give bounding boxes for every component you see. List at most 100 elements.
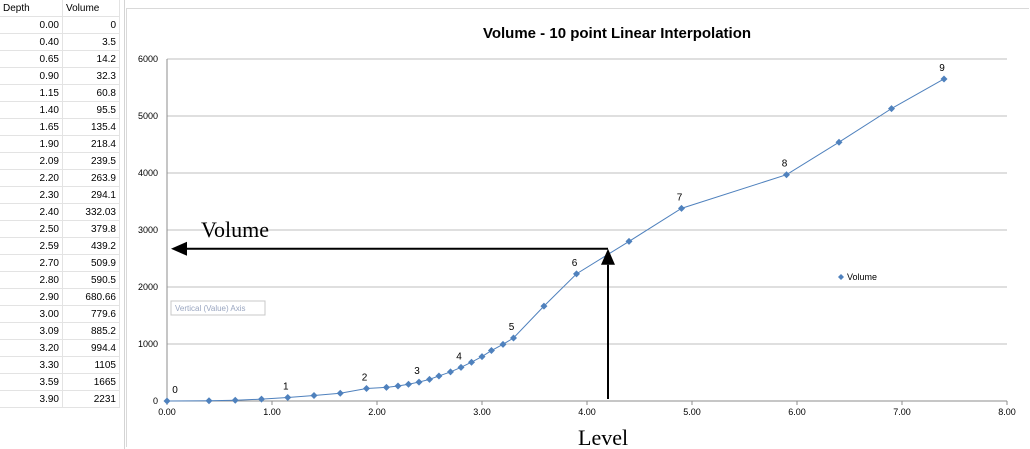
volume-cell[interactable]: 218.4 [62, 135, 120, 153]
volume-cell[interactable]: 294.1 [62, 186, 120, 204]
data-point[interactable] [468, 358, 475, 366]
volume-cell[interactable]: 32.3 [62, 67, 120, 85]
depth-cell[interactable]: 3.59 [0, 373, 63, 391]
volume-cell[interactable]: 14.2 [62, 50, 120, 68]
data-point[interactable] [888, 105, 895, 113]
depth-cell[interactable]: 0.90 [0, 67, 63, 85]
depth-cell[interactable]: 2.59 [0, 237, 63, 255]
column-header-volume[interactable]: Volume [62, 0, 120, 17]
point-label: 9 [939, 63, 945, 74]
volume-cell[interactable]: 680.66 [62, 288, 120, 306]
volume-cell[interactable]: 439.2 [62, 237, 120, 255]
data-point[interactable] [405, 380, 412, 388]
volume-cell[interactable]: 332.03 [62, 203, 120, 221]
data-point[interactable] [284, 394, 292, 402]
depth-cell[interactable]: 2.90 [0, 288, 63, 306]
depth-cell[interactable]: 1.90 [0, 135, 63, 153]
volume-cell[interactable]: 0 [62, 16, 120, 34]
x-tick-label: 0.00 [158, 407, 176, 417]
depth-cell[interactable]: 2.80 [0, 271, 63, 289]
data-point[interactable] [415, 378, 423, 386]
data-point[interactable] [510, 334, 517, 342]
column-header-depth[interactable]: Depth [0, 0, 63, 17]
volume-cell[interactable]: 60.8 [62, 84, 120, 102]
data-point[interactable] [205, 397, 213, 405]
table-row: 0.40 3.5 [0, 33, 120, 51]
depth-cell[interactable]: 2.70 [0, 254, 63, 272]
data-point[interactable] [426, 375, 433, 383]
depth-cell[interactable]: 0.40 [0, 33, 63, 51]
depth-cell[interactable]: 2.09 [0, 152, 63, 170]
y-tick-label: 5000 [138, 111, 158, 121]
data-point[interactable] [625, 237, 633, 245]
x-tick-label: 2.00 [368, 407, 386, 417]
data-point[interactable] [382, 383, 390, 391]
volume-cell[interactable]: 590.5 [62, 271, 120, 289]
depth-cell[interactable]: 2.20 [0, 169, 63, 187]
volume-cell[interactable]: 779.6 [62, 305, 120, 323]
table-row: 2.40 332.03 [0, 203, 120, 221]
depth-cell[interactable]: 3.90 [0, 390, 63, 408]
legend-marker [838, 274, 844, 280]
depth-cell[interactable]: 1.15 [0, 84, 63, 102]
depth-cell[interactable]: 0.65 [0, 50, 63, 68]
volume-cell[interactable]: 263.9 [62, 169, 120, 187]
volume-cell[interactable]: 2231 [62, 390, 120, 408]
table-row: 2.70 509.9 [0, 254, 120, 272]
depth-cell[interactable]: 0.00 [0, 16, 63, 34]
volume-cell[interactable]: 994.4 [62, 339, 120, 357]
volume-cell[interactable]: 3.5 [62, 33, 120, 51]
table-row: 2.30 294.1 [0, 186, 120, 204]
data-point[interactable] [435, 372, 443, 380]
y-tick-label: 1000 [138, 339, 158, 349]
volume-cell[interactable]: 379.8 [62, 220, 120, 238]
data-point[interactable] [499, 340, 507, 348]
data-point[interactable] [310, 392, 318, 400]
volume-cell[interactable]: 509.9 [62, 254, 120, 272]
table-row: 3.30 1105 [0, 356, 120, 374]
table-row: 1.65 135.4 [0, 118, 120, 136]
depth-cell[interactable]: 3.09 [0, 322, 63, 340]
depth-cell[interactable]: 3.00 [0, 305, 63, 323]
depth-cell[interactable]: 1.40 [0, 101, 63, 119]
table-row: 3.20 994.4 [0, 339, 120, 357]
depth-cell[interactable]: 2.30 [0, 186, 63, 204]
data-point[interactable] [678, 204, 685, 212]
data-point[interactable] [336, 389, 344, 397]
volume-cell[interactable]: 135.4 [62, 118, 120, 136]
data-point[interactable] [940, 75, 948, 83]
chart-area[interactable]: Volume - 10 point Linear Interpolation 0 1… [126, 8, 1029, 447]
y-tick-label: 4000 [138, 168, 158, 178]
depth-cell[interactable]: 3.20 [0, 339, 63, 357]
data-point[interactable] [783, 171, 790, 179]
volume-annotation-label: Volume [201, 217, 269, 242]
table-row: 2.09 239.5 [0, 152, 120, 170]
volume-cell[interactable]: 885.2 [62, 322, 120, 340]
data-point[interactable] [447, 368, 454, 376]
data-point[interactable] [258, 395, 265, 403]
data-point[interactable] [363, 385, 370, 393]
data-point[interactable] [231, 396, 239, 404]
volume-cell[interactable]: 1665 [62, 373, 120, 391]
point-label: 4 [456, 351, 462, 362]
level-arrow-head [601, 248, 615, 265]
volume-cell[interactable]: 239.5 [62, 152, 120, 170]
x-tick-label: 4.00 [578, 407, 596, 417]
data-point[interactable] [163, 397, 171, 405]
data-point[interactable] [835, 138, 843, 146]
data-point[interactable] [478, 353, 486, 361]
depth-cell[interactable]: 1.65 [0, 118, 63, 136]
depth-cell[interactable]: 2.50 [0, 220, 63, 238]
data-point[interactable] [540, 302, 548, 310]
volume-cell[interactable]: 95.5 [62, 101, 120, 119]
data-point[interactable] [394, 382, 402, 390]
table-row: 3.00 779.6 [0, 305, 120, 323]
data-point[interactable] [457, 363, 465, 371]
data-point[interactable] [573, 270, 580, 278]
table-row: 0.00 0 [0, 16, 120, 34]
depth-cell[interactable]: 2.40 [0, 203, 63, 221]
depth-cell[interactable]: 3.30 [0, 356, 63, 374]
volume-cell[interactable]: 1105 [62, 356, 120, 374]
data-point[interactable] [487, 347, 495, 355]
point-label: 0 [172, 385, 178, 396]
